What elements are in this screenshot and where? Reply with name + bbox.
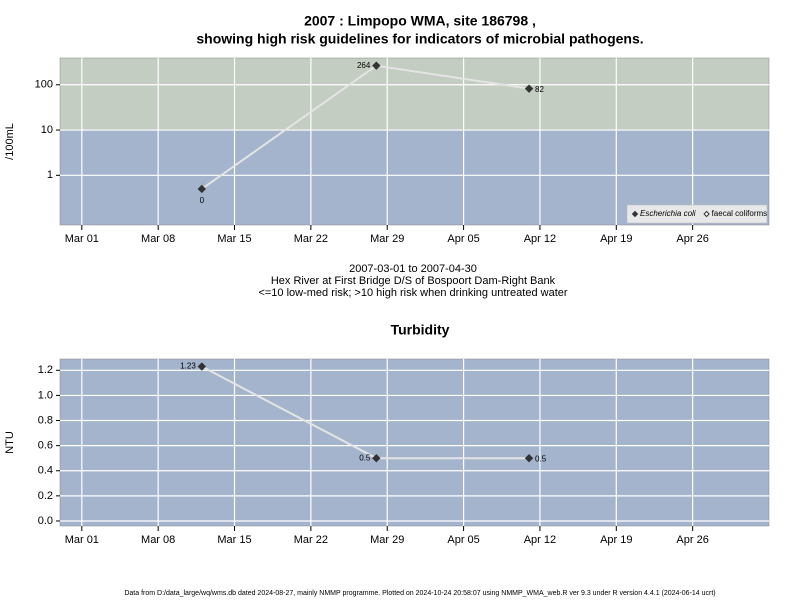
y-tick-label: 1.0 bbox=[38, 389, 53, 401]
y-tick-label: 0.2 bbox=[38, 490, 53, 502]
data-point bbox=[197, 184, 207, 194]
plot-background bbox=[60, 359, 769, 526]
x-tick-label: Apr 26 bbox=[676, 233, 708, 245]
data-point bbox=[524, 453, 534, 463]
subtitle: 2007-03-01 to 2007-04-30 bbox=[349, 263, 477, 275]
x-tick-label: Apr 19 bbox=[600, 233, 632, 245]
x-tick-label: Mar 15 bbox=[217, 534, 251, 546]
data-point bbox=[197, 362, 207, 371]
legend-marker bbox=[631, 210, 639, 218]
data-label: 0.5 bbox=[535, 454, 547, 463]
legend-label: faecal coliforms bbox=[712, 209, 768, 218]
x-tick-label: Mar 29 bbox=[370, 534, 404, 546]
y-tick-label: 0.0 bbox=[38, 515, 53, 527]
x-tick-label: Apr 12 bbox=[524, 233, 556, 245]
data-point bbox=[372, 61, 381, 70]
x-tick-label: Apr 26 bbox=[676, 534, 708, 546]
legend-label: Escherichia coli bbox=[640, 209, 696, 218]
y-axis-label: NTU bbox=[4, 431, 16, 454]
subtitle: Hex River at First Bridge D/S of Bospoor… bbox=[271, 275, 556, 287]
footer: Data from D:/data_large/wq/wms.db dated … bbox=[124, 590, 715, 597]
plot-frame bbox=[59, 358, 770, 527]
chart-title: 2007 : Limpopo WMA, site 186798 , bbox=[304, 13, 536, 29]
x-tick-label: Mar 01 bbox=[65, 534, 99, 546]
data-point bbox=[372, 453, 381, 463]
y-tick-label: 100 bbox=[35, 79, 53, 91]
y-tick-label: 1.2 bbox=[38, 364, 53, 376]
plot-frame bbox=[59, 57, 770, 226]
x-tick-label: Mar 22 bbox=[294, 534, 328, 546]
data-label: 82 bbox=[535, 85, 544, 94]
x-tick-label: Mar 15 bbox=[217, 233, 251, 245]
x-tick-label: Mar 08 bbox=[141, 233, 175, 245]
y-tick-label: 1 bbox=[47, 169, 53, 181]
legend-box bbox=[626, 204, 768, 224]
x-tick-label: Mar 08 bbox=[141, 534, 175, 546]
y-tick-label: 0.6 bbox=[38, 440, 53, 452]
x-tick-label: Mar 22 bbox=[294, 233, 328, 245]
x-tick-label: Apr 12 bbox=[524, 534, 556, 546]
subtitle: <=10 low-med risk; >10 high risk when dr… bbox=[258, 287, 567, 299]
y-tick-label: 0.8 bbox=[38, 414, 53, 426]
data-label: 1.23 bbox=[180, 362, 196, 371]
chart-title: showing high risk guidelines for indicat… bbox=[196, 31, 643, 47]
data-label: 0 bbox=[200, 196, 205, 205]
y-axis-label: /100mL bbox=[4, 123, 16, 160]
chart-title: Turbidity bbox=[391, 322, 450, 338]
y-tick-label: 10 bbox=[41, 124, 53, 136]
legend-marker bbox=[703, 210, 710, 218]
x-tick-label: Apr 19 bbox=[600, 534, 632, 546]
y-tick-label: 0.4 bbox=[38, 465, 53, 477]
band-high bbox=[60, 58, 769, 131]
x-tick-label: Mar 01 bbox=[65, 233, 99, 245]
x-tick-label: Apr 05 bbox=[447, 233, 479, 245]
data-label: 264 bbox=[357, 61, 371, 70]
data-label: 0.5 bbox=[359, 453, 371, 462]
data-point bbox=[524, 84, 534, 93]
x-tick-label: Mar 29 bbox=[370, 233, 404, 245]
x-tick-label: Apr 05 bbox=[447, 534, 479, 546]
